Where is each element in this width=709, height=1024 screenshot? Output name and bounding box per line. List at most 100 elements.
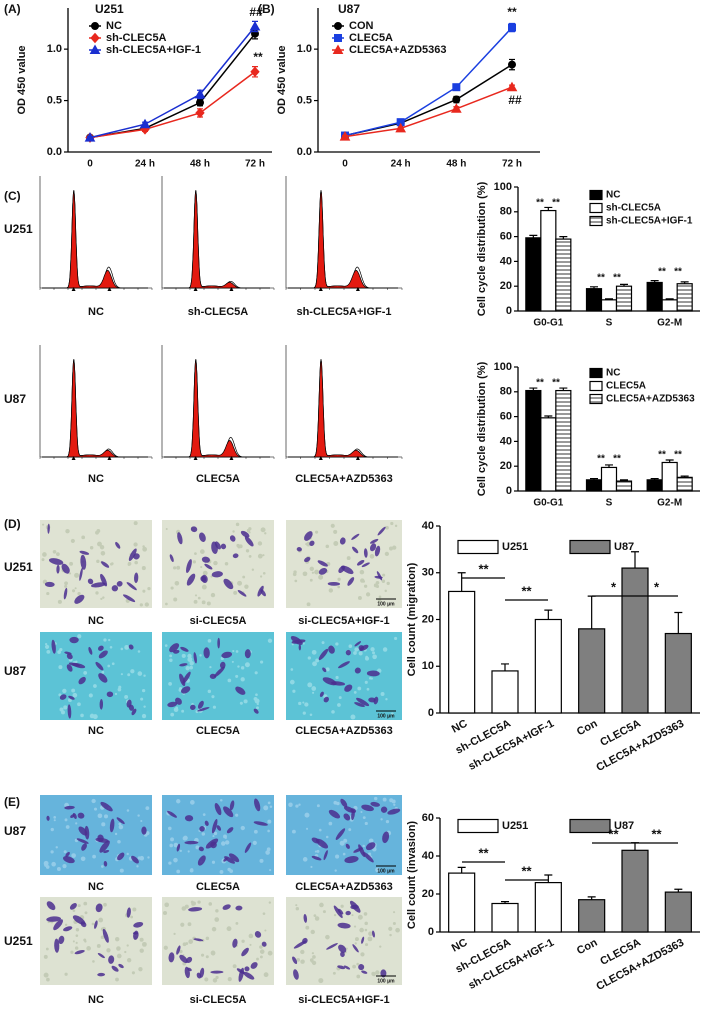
pore bbox=[263, 972, 269, 978]
pore bbox=[101, 865, 104, 868]
pore bbox=[262, 554, 265, 557]
pore bbox=[292, 689, 296, 693]
pore bbox=[254, 671, 258, 675]
pore bbox=[210, 950, 216, 956]
flow-outline bbox=[42, 190, 148, 289]
pore bbox=[307, 682, 313, 688]
pore bbox=[262, 912, 266, 916]
pore bbox=[334, 869, 337, 872]
cell bbox=[309, 540, 315, 547]
pore bbox=[84, 911, 88, 915]
pore bbox=[300, 949, 305, 955]
pore bbox=[242, 575, 246, 579]
cell bbox=[116, 817, 125, 825]
pore bbox=[264, 532, 267, 535]
pore bbox=[71, 688, 76, 693]
pore bbox=[370, 647, 375, 652]
error-bar bbox=[650, 280, 659, 283]
cell bbox=[186, 573, 196, 586]
cell bbox=[343, 965, 351, 970]
pore bbox=[202, 813, 206, 816]
cell bbox=[117, 852, 125, 861]
cell bbox=[91, 582, 106, 588]
cell bbox=[298, 644, 302, 651]
image-caption: sh-CLEC5A bbox=[188, 306, 249, 318]
pore bbox=[298, 803, 301, 806]
x-tick-label: S bbox=[606, 498, 613, 509]
cell bbox=[59, 694, 67, 700]
pore bbox=[139, 855, 145, 861]
pore bbox=[335, 675, 339, 680]
marker bbox=[450, 103, 462, 113]
pore bbox=[348, 644, 353, 648]
cell bbox=[81, 843, 87, 851]
cell bbox=[372, 930, 375, 938]
error-bar bbox=[587, 595, 596, 629]
cell bbox=[54, 938, 60, 953]
legend-swatch bbox=[569, 818, 611, 834]
pore bbox=[173, 597, 178, 602]
pore bbox=[187, 850, 190, 853]
cell bbox=[179, 663, 188, 667]
pore bbox=[189, 665, 193, 670]
pore bbox=[353, 925, 357, 928]
pore bbox=[173, 842, 179, 848]
pore bbox=[356, 962, 359, 966]
image-caption: CLEC5A+AZD5363 bbox=[295, 725, 393, 737]
pore bbox=[211, 926, 217, 932]
bar bbox=[661, 461, 678, 492]
pore bbox=[350, 714, 356, 720]
y-axis-label: Cell cycle distribution (%) bbox=[476, 361, 488, 496]
pore bbox=[366, 687, 370, 691]
pore bbox=[379, 945, 382, 948]
cell bbox=[109, 818, 115, 833]
pore bbox=[130, 915, 134, 919]
image-caption: CLEC5A bbox=[196, 473, 240, 485]
pore bbox=[380, 692, 385, 697]
pore bbox=[100, 597, 103, 600]
legend-label: NC bbox=[606, 190, 620, 201]
cell bbox=[98, 673, 108, 683]
cell bbox=[131, 708, 137, 716]
pore bbox=[141, 713, 147, 719]
marker bbox=[395, 122, 407, 133]
flow-marker bbox=[71, 456, 76, 460]
error-bar bbox=[544, 415, 553, 418]
micrograph bbox=[40, 795, 152, 875]
cell bbox=[198, 846, 204, 852]
pore bbox=[101, 670, 105, 674]
pore bbox=[187, 657, 193, 663]
pore bbox=[315, 530, 319, 534]
pore bbox=[241, 939, 245, 943]
cell bbox=[362, 851, 374, 863]
pore bbox=[322, 910, 326, 914]
pore bbox=[260, 575, 263, 578]
pore bbox=[248, 554, 252, 558]
pore bbox=[375, 970, 380, 975]
flow-outline bbox=[288, 190, 398, 289]
y-tick-label: 10 bbox=[422, 660, 434, 672]
pore bbox=[124, 644, 130, 650]
pore bbox=[102, 596, 105, 599]
row-label: U87 bbox=[4, 664, 26, 678]
pore bbox=[101, 822, 106, 827]
bar bbox=[600, 299, 618, 312]
cell bbox=[326, 943, 338, 950]
pore bbox=[325, 835, 329, 839]
micrograph bbox=[286, 632, 402, 720]
pore bbox=[115, 977, 119, 982]
pore bbox=[103, 638, 107, 642]
cell bbox=[58, 935, 65, 945]
cell bbox=[179, 954, 188, 964]
pore bbox=[302, 857, 308, 862]
legend-label: U87 bbox=[614, 541, 634, 553]
pore bbox=[302, 642, 305, 645]
pore bbox=[118, 685, 122, 689]
cell bbox=[78, 676, 86, 685]
cell bbox=[338, 565, 346, 574]
cell bbox=[261, 941, 267, 947]
pore bbox=[98, 917, 104, 923]
flow-outline bbox=[288, 359, 398, 458]
pore bbox=[178, 687, 183, 691]
x-tick-label: G2-M bbox=[657, 318, 682, 329]
